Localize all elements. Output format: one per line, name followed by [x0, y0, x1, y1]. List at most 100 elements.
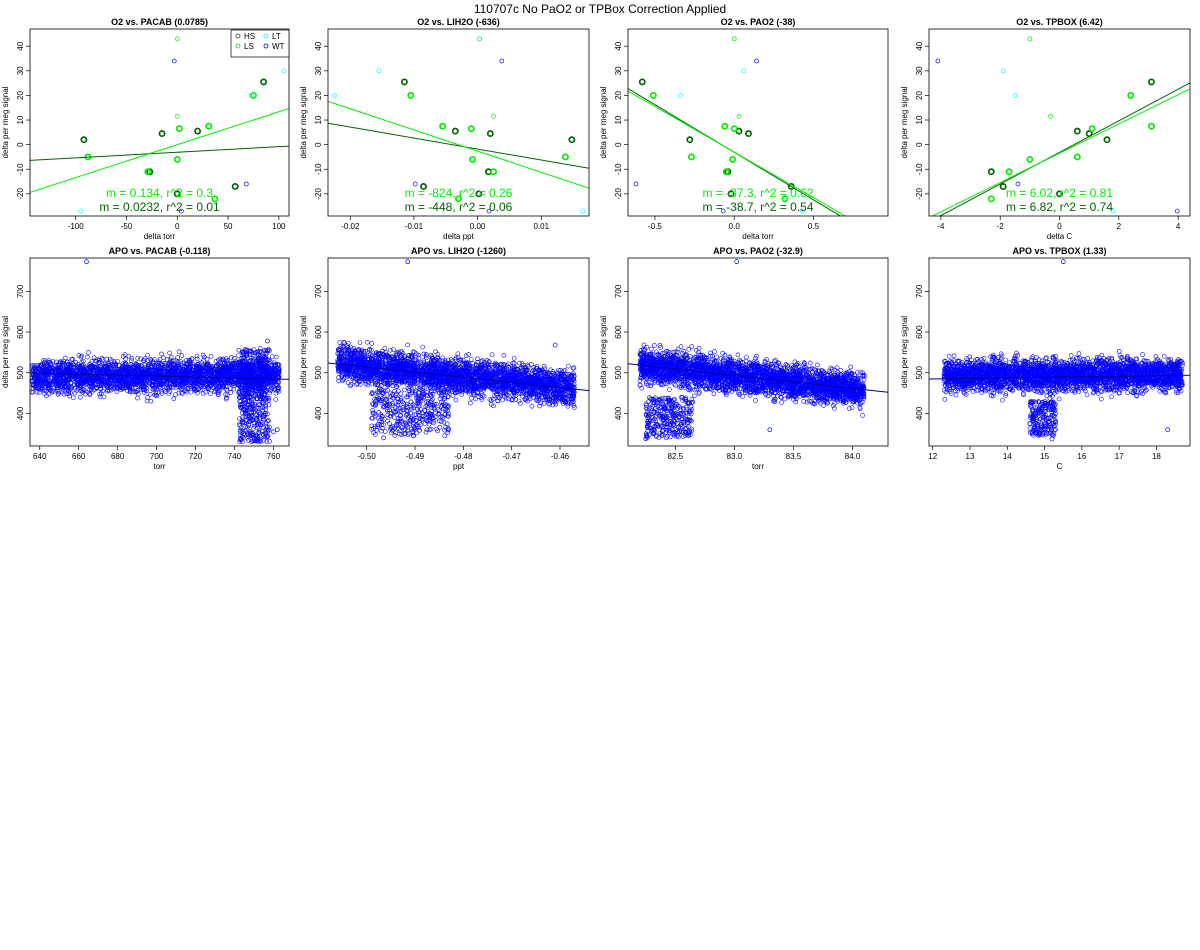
y-tick-label: 0: [314, 142, 323, 147]
y-axis-label: delta per meg signal: [599, 86, 608, 158]
data-point: [45, 359, 51, 365]
data-point: [248, 348, 254, 354]
data-point: [215, 390, 221, 395]
data-point: [1147, 78, 1155, 86]
data-point: [148, 357, 153, 362]
data-point: [243, 408, 248, 414]
data-point: [1015, 181, 1021, 187]
data-point: [167, 360, 173, 365]
data-point: [261, 438, 266, 443]
data-point: [75, 364, 80, 369]
data-point: [213, 363, 219, 369]
x-axis-label: delta C: [1047, 232, 1073, 241]
data-point: [267, 348, 272, 353]
data-point: [219, 378, 224, 383]
y-axis-label: delta per meg signal: [900, 86, 909, 158]
y-tick-label: 10: [16, 115, 25, 124]
data-point: [263, 351, 268, 356]
data-point: [117, 385, 123, 390]
data-point: [211, 195, 219, 203]
data-point: [135, 380, 141, 385]
data-point: [252, 350, 257, 356]
data-point: [41, 365, 47, 371]
data-point: [252, 393, 258, 399]
data-point: [98, 383, 103, 389]
data-point: [229, 360, 234, 366]
data-point: [490, 168, 497, 176]
data-point: [59, 389, 65, 395]
data-point: [147, 392, 153, 397]
data-point: [244, 424, 250, 430]
data-point: [138, 363, 144, 368]
data-point: [150, 382, 155, 387]
data-point: [276, 379, 281, 385]
data-point: [1056, 190, 1063, 198]
data-point: [200, 352, 206, 358]
data-point: [264, 348, 270, 354]
y-tick-label: -10: [16, 163, 25, 175]
data-point: [143, 370, 148, 376]
regression-line: [939, 82, 1190, 216]
data-point: [254, 422, 260, 428]
data-point: [153, 382, 158, 388]
data-point: [267, 360, 272, 366]
regression-line: [931, 88, 1190, 216]
data-point: [999, 183, 1007, 190]
data-point: [491, 113, 496, 119]
data-point: [451, 127, 459, 135]
data-point: [1000, 68, 1006, 74]
data-point: [113, 381, 119, 387]
data-point: [249, 404, 255, 410]
data-point: [66, 367, 71, 373]
data-point: [256, 384, 262, 389]
data-point: [141, 390, 147, 395]
data-point: [175, 355, 180, 360]
data-point: [373, 350, 379, 356]
plot-frame: [327, 28, 590, 217]
data-point: [276, 374, 282, 379]
data-point: [167, 373, 173, 378]
data-point: [224, 392, 230, 398]
data-point: [131, 365, 137, 370]
data-point: [274, 388, 280, 394]
chart-title: APO vs. LIH2O (-1260): [411, 246, 506, 256]
data-point: [111, 362, 117, 367]
data-point: [106, 388, 112, 393]
data-point: [136, 363, 141, 368]
data-point: [201, 375, 207, 381]
data-point: [274, 427, 280, 433]
data-point: [745, 130, 752, 138]
data-point: [195, 361, 200, 367]
data-point: [111, 385, 116, 390]
data-point: [261, 401, 266, 407]
data-point: [253, 350, 259, 355]
fit-annotation: m = 0.134, r^2 = 0.3: [106, 186, 213, 200]
data-point: [388, 347, 393, 353]
data-point: [195, 373, 200, 379]
data-point: [184, 386, 190, 391]
x-tick-label: 640: [33, 452, 47, 461]
data-point: [243, 410, 249, 416]
data-point: [189, 371, 195, 376]
data-point: [546, 401, 551, 406]
data-point: [239, 392, 244, 398]
data-point: [238, 428, 243, 433]
data-point: [101, 394, 107, 400]
series-ls: [731, 36, 742, 119]
series-ls: [174, 36, 180, 119]
data-point: [55, 374, 60, 380]
data-point: [49, 382, 54, 387]
y-tick-label: 700: [314, 284, 323, 298]
data-point: [173, 368, 179, 373]
data-point: [541, 363, 547, 369]
y-tick-label: 20: [314, 90, 323, 99]
data-point: [1110, 208, 1116, 214]
data-point: [89, 364, 95, 369]
data-point: [254, 362, 259, 368]
data-point: [174, 381, 180, 387]
data-point: [727, 190, 735, 198]
data-point: [400, 78, 408, 86]
data-point: [219, 365, 224, 370]
chart-panel-6: APO vs. LIH2O (-1260)-0.50 -0.49 -0.48 -0.4…: [299, 246, 590, 471]
data-point: [245, 435, 250, 441]
